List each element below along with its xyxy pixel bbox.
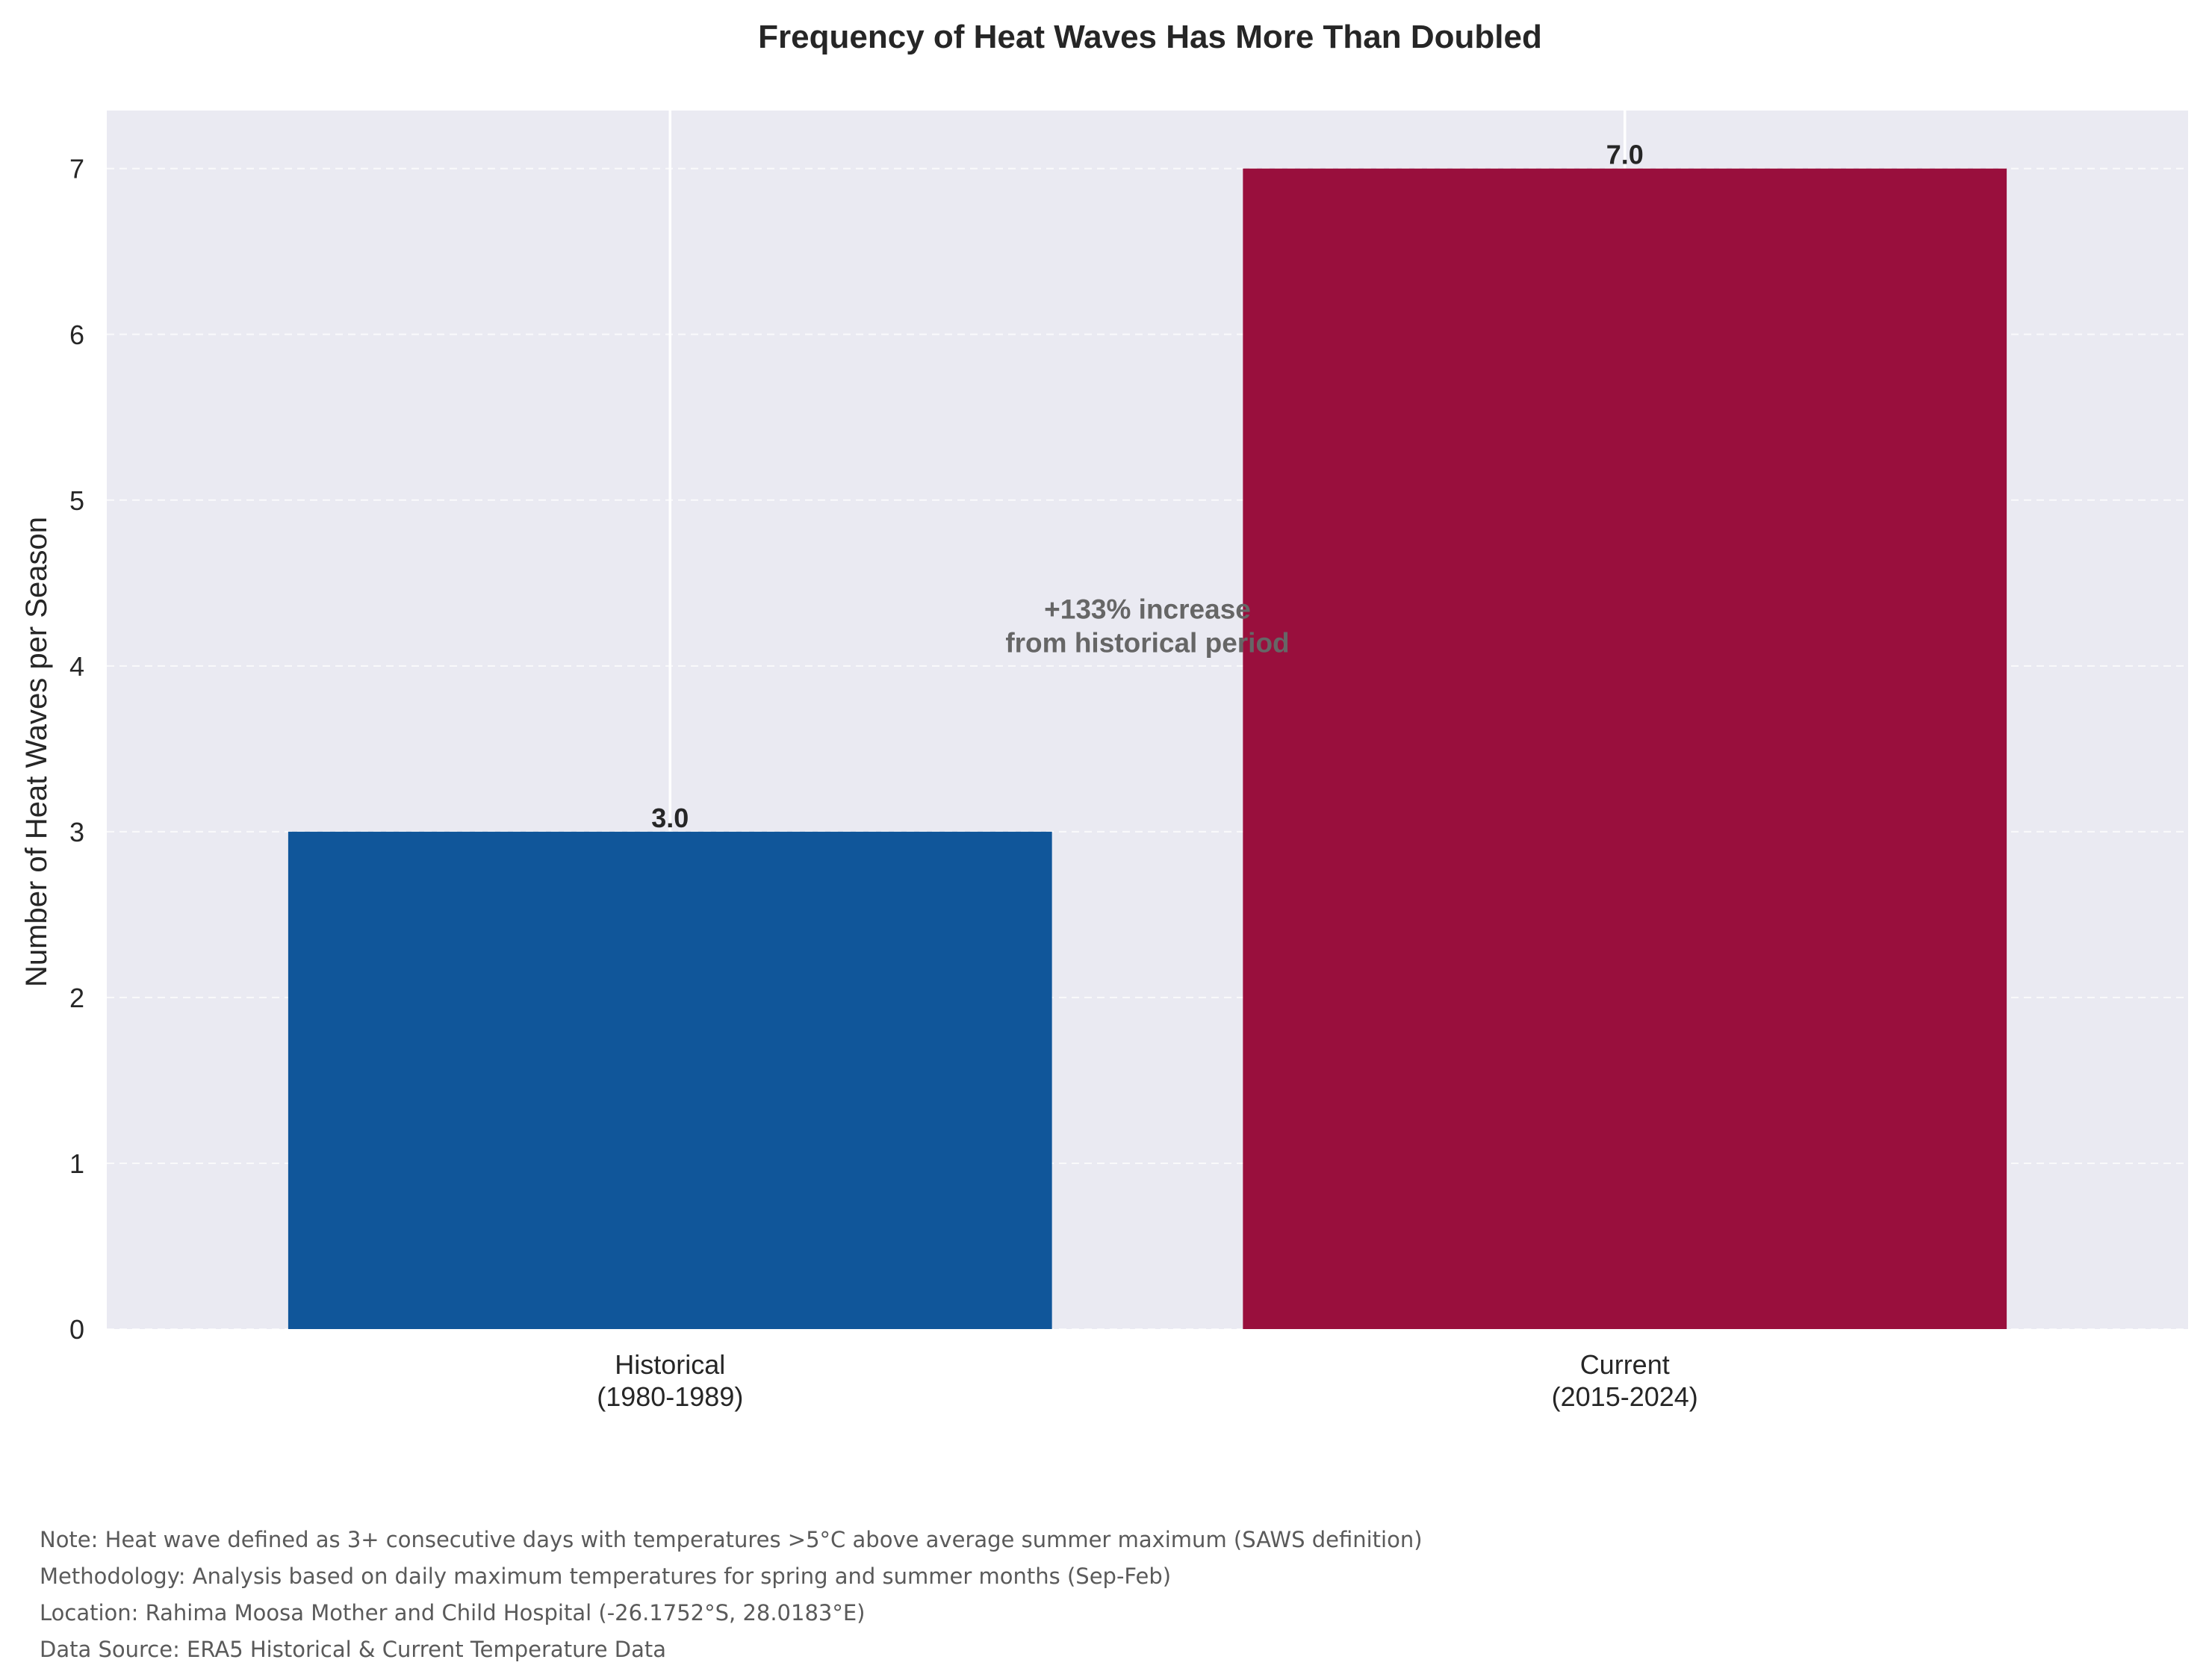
y-tick-label: 7 [69,154,84,184]
chart-title: Frequency of Heat Waves Has More Than Do… [758,19,1542,55]
y-tick-label: 4 [69,651,84,682]
bar-value-label: 3.0 [651,803,689,833]
y-tick-label: 1 [69,1148,84,1179]
bar-historical [288,831,1052,1329]
x-tick-label: Historical (1980-1989) [597,1349,743,1412]
y-tick-label: 5 [69,485,84,516]
x-tick-label: Current (2015-2024) [1552,1349,1698,1412]
bar-value-label: 7.0 [1606,140,1644,170]
bar-current [1243,168,2007,1330]
increase-annotation: +133% increase from historical period [1005,594,1289,659]
footnotes: Note: Heat wave defined as 3+ consecutiv… [40,1522,1423,1668]
y-tick-label: 3 [69,817,84,847]
y-tick-label: 0 [69,1314,84,1345]
footnote-definition: Note: Heat wave defined as 3+ consecutiv… [40,1527,1423,1552]
y-tick-label: 2 [69,983,84,1013]
y-axis-label: Number of Heat Waves per Season [20,517,53,987]
y-tick-label: 6 [69,320,84,350]
plot-area: 0 1 2 3 4 5 6 7 3.0 Historical (1980-1989) 7.0 Curre… [69,111,2188,1412]
footnote-location: Location: Rahima Moosa Mother and Child … [40,1600,866,1625]
footnote-data-source: Data Source: ERA5 Historical & Current T… [40,1637,667,1662]
footnote-methodology: Methodology: Analysis based on daily max… [40,1564,1172,1589]
